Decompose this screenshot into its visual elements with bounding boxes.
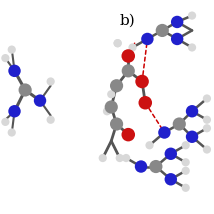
Point [175,20,179,24]
Point [169,178,172,181]
Point [126,54,130,58]
Point [116,42,119,45]
Point [116,42,119,45]
Point [146,37,149,41]
Point [190,46,194,49]
Point [49,80,52,83]
Point [115,122,118,126]
Point [190,110,194,113]
Point [184,144,187,147]
Point [175,37,179,41]
Point [190,14,194,17]
Point [110,105,113,109]
Point [140,80,144,83]
Point [190,135,194,138]
Point [160,29,164,32]
Point [13,110,16,113]
Point [163,131,166,134]
Point [101,156,104,160]
Point [49,118,52,122]
Point [139,165,143,168]
Point [205,148,209,151]
Point [118,156,122,160]
Point [38,99,42,102]
Point [124,156,128,160]
Point [10,48,13,51]
Point [23,88,27,92]
Point [205,126,209,130]
Point [184,160,187,164]
Point [4,120,7,124]
Point [4,56,7,60]
Point [126,69,130,73]
Point [13,69,16,73]
Point [184,186,187,190]
Point [205,118,209,122]
Point [184,169,187,172]
Point [110,92,113,96]
Point [131,46,134,49]
Point [154,165,158,168]
Point [178,122,181,126]
Point [105,110,109,113]
Text: b): b) [120,13,135,27]
Point [148,144,151,147]
Point [144,101,147,104]
Point [169,152,172,156]
Point [205,97,209,100]
Point [115,84,118,88]
Point [126,133,130,136]
Point [10,131,13,134]
